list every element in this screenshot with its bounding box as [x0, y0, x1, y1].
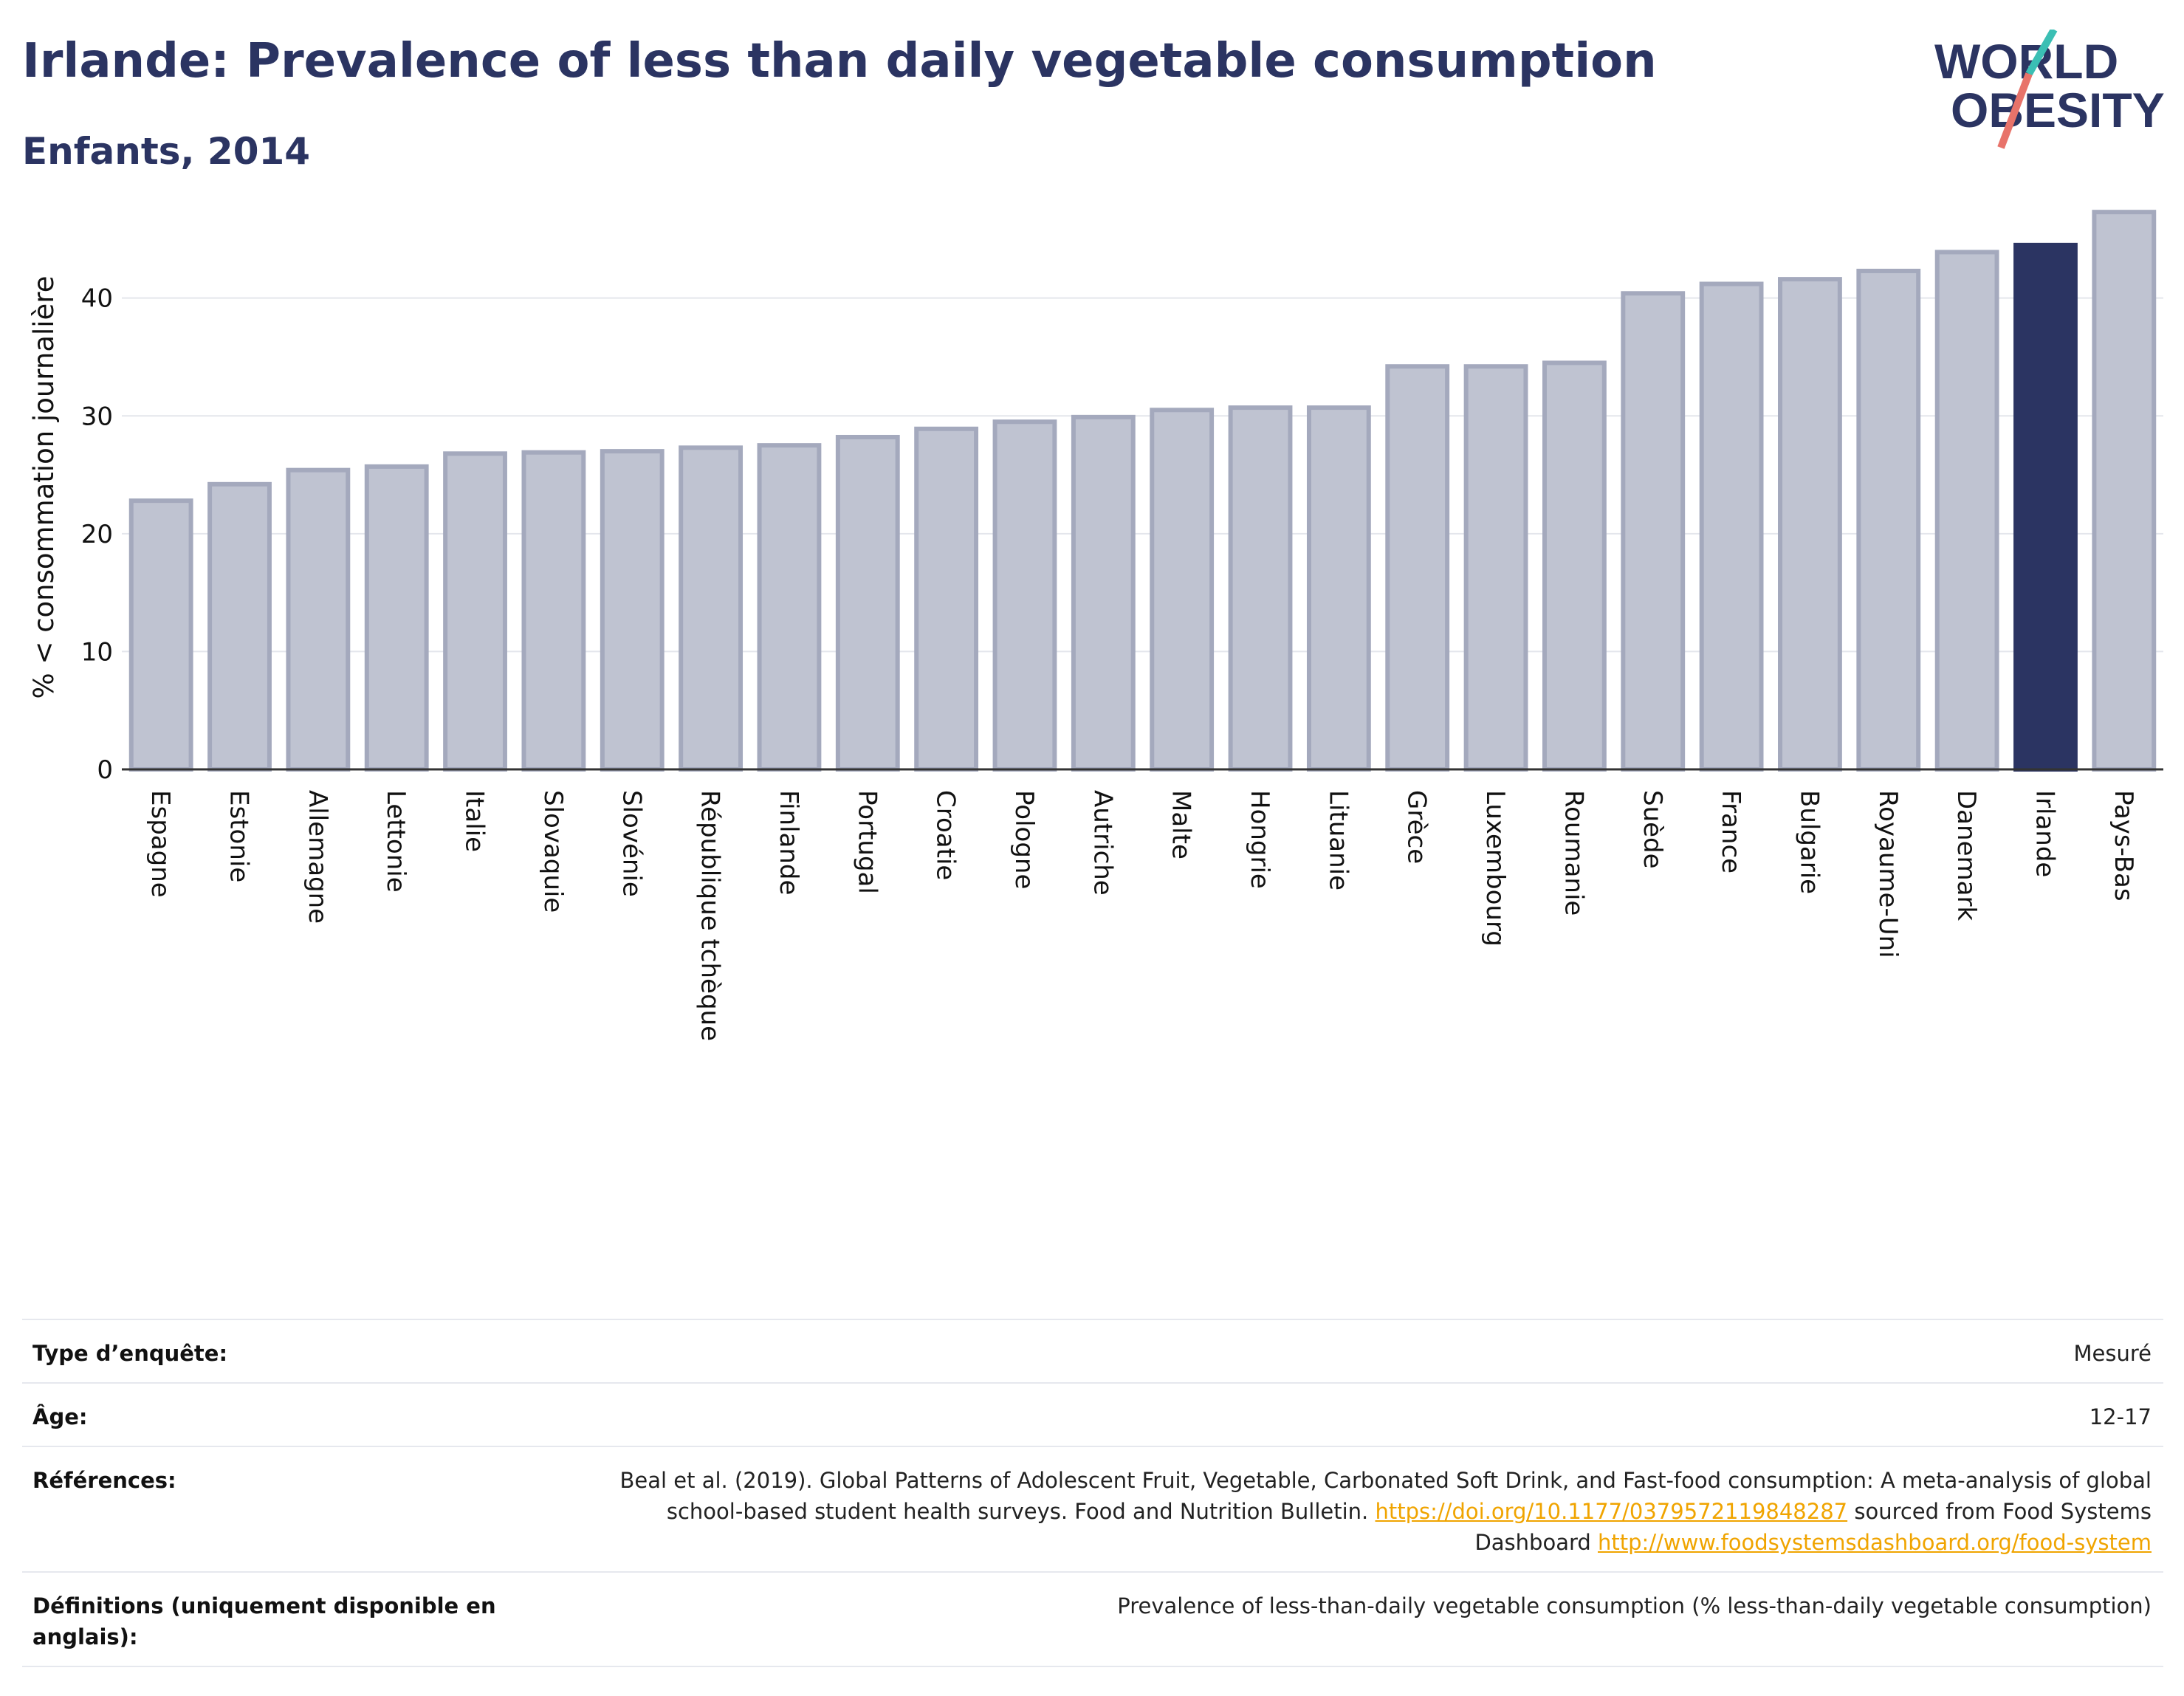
y-axis-label: % < consommation journalière	[28, 276, 60, 699]
y-tick-label: 20	[81, 520, 113, 549]
logo-line2: OBESITY	[1951, 83, 2165, 137]
bar-pologne	[992, 419, 1057, 772]
bar-luxembourg	[1463, 364, 1528, 772]
x-tick-label: Italie	[460, 790, 490, 852]
meta-row-age: Âge: 12-17	[22, 1382, 2163, 1446]
meta-row-survey: Type d’enquête: Mesuré	[22, 1319, 2163, 1382]
doi-link[interactable]: https://doi.org/10.1177/0379572119848287	[1375, 1499, 1848, 1524]
bar-bulgarie	[1778, 277, 1842, 772]
y-tick-label: 40	[81, 284, 113, 314]
bar-estonie	[207, 481, 272, 772]
x-tick-label: Royaume-Uni	[1873, 790, 1903, 958]
x-tick-label: Estonie	[224, 790, 254, 882]
references-label: Références:	[32, 1468, 176, 1493]
bar-chart: 0 10 20 30 40 Espagne Estonie Allemagne Lettoni…	[28, 210, 2163, 1041]
x-tick-label: Allemagne	[303, 790, 332, 924]
x-tick-label: Pologne	[1009, 790, 1039, 889]
page-title: Irlande: Prevalence of less than daily v…	[22, 34, 1657, 89]
food-systems-link[interactable]: http://www.foodsystemsdashboard.org/food…	[1598, 1530, 2152, 1555]
bar-pays-bas	[2092, 210, 2157, 772]
y-tick-label: 30	[81, 402, 113, 431]
definitions-label: Définitions (uniquement disponible en an…	[32, 1593, 496, 1649]
bar-malte	[1150, 408, 1215, 772]
y-tick-label: 0	[97, 755, 113, 785]
x-tick-label: Finlande	[774, 790, 803, 895]
bar-lettonie	[364, 464, 429, 772]
x-tick-label: Irlande	[2030, 790, 2059, 877]
bar-allemagne	[286, 467, 351, 772]
x-tick-label: Slovaquie	[538, 790, 568, 913]
x-tick-label: Suède	[1638, 790, 1667, 869]
bar-lituanie	[1306, 405, 1371, 772]
x-tick-label: Espagne	[145, 790, 175, 898]
x-tick-label: Lettonie	[381, 790, 411, 893]
x-tick-label: Lituanie	[1323, 790, 1353, 890]
logo-slash-teal	[2025, 30, 2058, 76]
definitions-value: Prevalence of less-than-daily vegetable …	[1117, 1593, 2152, 1618]
bar-finlande	[757, 443, 822, 772]
bar-slovaquie	[521, 450, 586, 772]
x-tick-label: Danemark	[1951, 790, 1981, 921]
world-obesity-logo: WORLD OBESITY	[1934, 30, 2165, 149]
age-label: Âge:	[32, 1404, 88, 1429]
reference-source-text: sourced from Food Systems Dashboard	[1474, 1499, 2152, 1555]
bar-danemark	[1934, 250, 1999, 772]
logo-slash-coral	[1997, 72, 2033, 149]
y-tick-label: 10	[81, 637, 113, 667]
references-value: Beal et al. (2019). Global Patterns of A…	[564, 1447, 2163, 1571]
x-tick-label: Portugal	[852, 790, 882, 894]
x-tick-label: Slovénie	[617, 790, 646, 897]
x-tick-label: République tchèque	[696, 790, 725, 1041]
bar-autriche	[1071, 414, 1136, 772]
bar-france	[1699, 281, 1764, 772]
x-tick-label: Grèce	[1402, 790, 1432, 864]
bar-su-de	[1621, 291, 1686, 772]
bar-roumanie	[1542, 360, 1607, 772]
bar-gr-ce	[1385, 364, 1450, 772]
meta-row-references: Références: Beal et al. (2019). Global P…	[22, 1446, 2163, 1571]
survey-type-label: Type d’enquête:	[32, 1341, 228, 1366]
bar-espagne	[128, 498, 193, 772]
reference-text: Beal et al. (2019). Global Patterns of A…	[619, 1468, 2152, 1524]
page-subtitle: Enfants, 2014	[22, 130, 311, 173]
x-tick-label: Bulgarie	[1794, 790, 1824, 894]
x-tick-label: France	[1716, 790, 1745, 873]
age-value: 12-17	[2089, 1404, 2152, 1429]
metadata-table: Type d’enquête: Mesuré Âge: 12-17 Référe…	[22, 1319, 2163, 1667]
x-tick-label: Luxembourg	[1480, 790, 1510, 947]
x-tick-label: Autriche	[1088, 790, 1117, 896]
x-tick-label: Hongrie	[1245, 790, 1274, 889]
meta-row-definitions: Définitions (uniquement disponible en an…	[22, 1571, 2163, 1667]
bar-portugal	[835, 434, 900, 772]
survey-type-value: Mesuré	[2073, 1341, 2152, 1366]
bar-royaume-uni	[1856, 268, 1921, 772]
x-tick-label: Pays-Bas	[2109, 790, 2138, 902]
bar-hongrie	[1228, 405, 1293, 772]
bar-slov-nie	[600, 449, 665, 772]
bar-italie	[443, 451, 507, 772]
x-tick-label: Roumanie	[1559, 790, 1588, 916]
bar-irlande	[2013, 242, 2078, 772]
x-tick-label: Malte	[1167, 790, 1196, 859]
bar-croatie	[914, 426, 979, 772]
bar-r-publique-tch-que	[679, 445, 744, 772]
x-tick-label: Croatie	[931, 790, 961, 880]
